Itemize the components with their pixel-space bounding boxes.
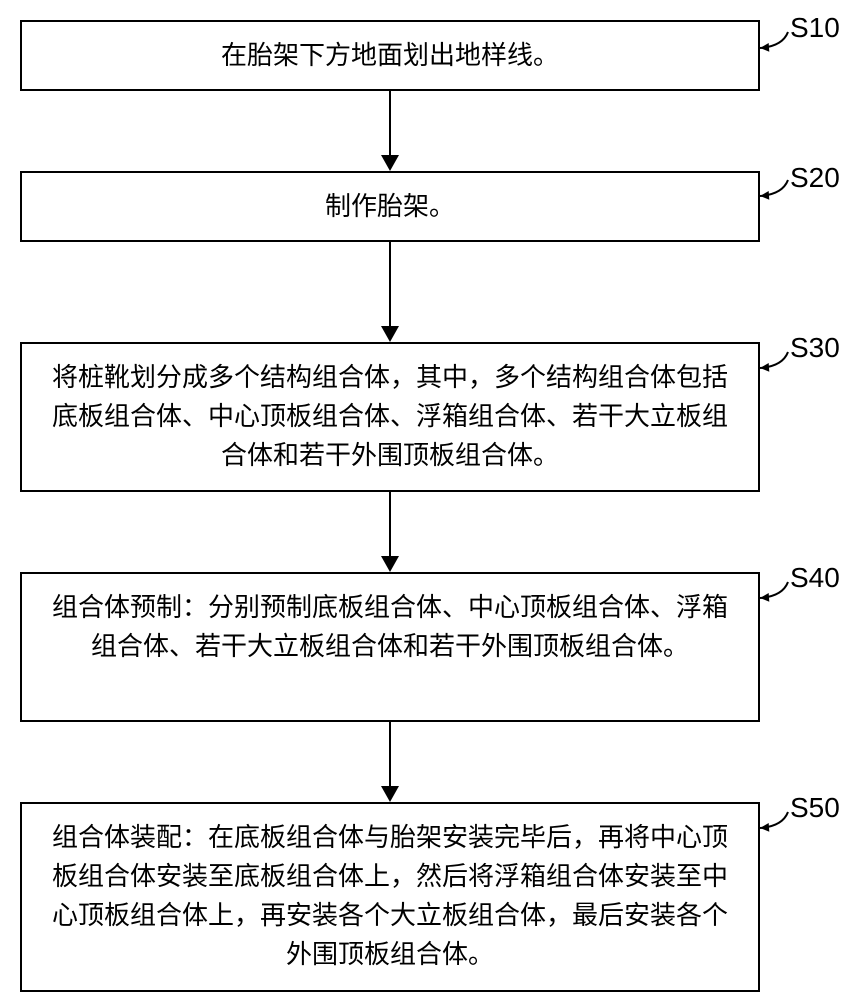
step-label-s10: S10 <box>790 12 840 44</box>
step-box-s40: 组合体预制：分别预制底板组合体、中心顶板组合体、浮箱组合体、若干大立板组合体和若… <box>20 572 760 722</box>
step-label-s50: S50 <box>790 792 840 824</box>
step-text: 将桩靴划分成多个结构组合体，其中，多个结构组合体包括底板组合体、中心顶板组合体、… <box>52 363 728 470</box>
step-label-s30: S30 <box>790 332 840 364</box>
step-box-s20: 制作胎架。 <box>20 171 760 242</box>
step-label-s40: S40 <box>790 562 840 594</box>
step-text: 制作胎架。 <box>325 192 455 221</box>
step-box-s10: 在胎架下方地面划出地样线。 <box>20 20 760 91</box>
step-label-s20: S20 <box>790 162 840 194</box>
step-box-s30: 将桩靴划分成多个结构组合体，其中，多个结构组合体包括底板组合体、中心顶板组合体、… <box>20 342 760 492</box>
step-box-s50: 组合体装配：在底板组合体与胎架安装完毕后，再将中心顶板组合体安装至底板组合体上，… <box>20 802 760 992</box>
flow-arrow <box>20 492 760 572</box>
step-text: 在胎架下方地面划出地样线。 <box>221 41 559 70</box>
flow-arrow <box>20 242 760 342</box>
step-text: 组合体装配：在底板组合体与胎架安装完毕后，再将中心顶板组合体安装至底板组合体上，… <box>52 823 728 969</box>
flowchart-container: 在胎架下方地面划出地样线。 制作胎架。 将桩靴划分成多个结构组合体，其中，多个结… <box>20 20 840 992</box>
step-text: 组合体预制：分别预制底板组合体、中心顶板组合体、浮箱组合体、若干大立板组合体和若… <box>52 593 728 661</box>
flow-arrow <box>20 91 760 171</box>
flow-arrow <box>20 722 760 802</box>
